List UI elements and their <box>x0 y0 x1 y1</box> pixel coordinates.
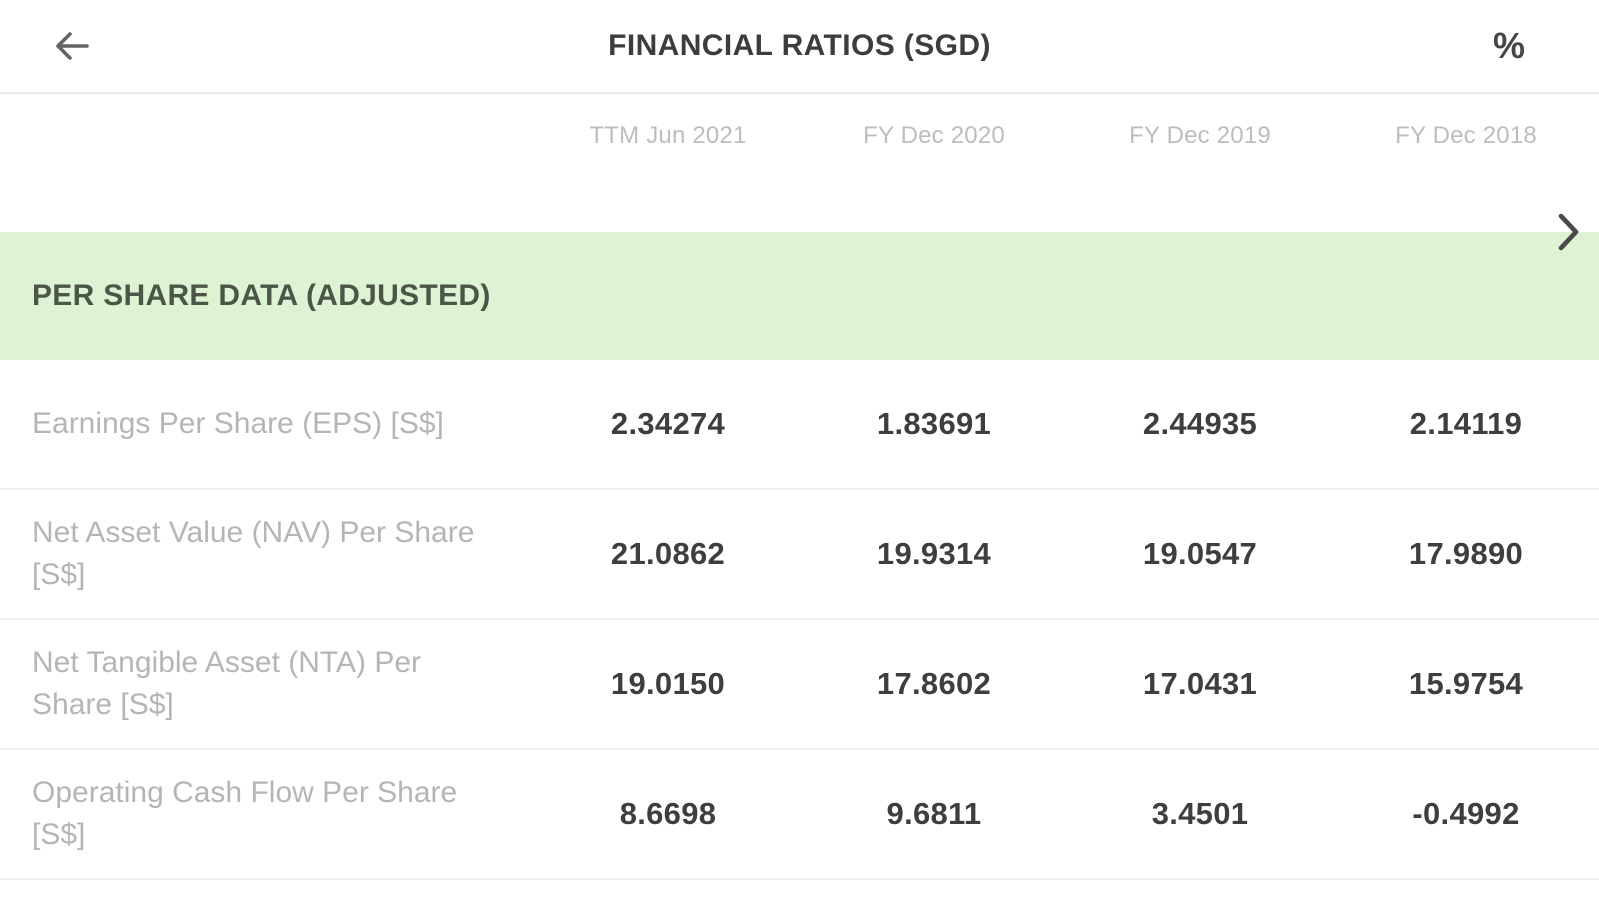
next-periods-button[interactable] <box>1551 210 1587 258</box>
cell-value: 2.44935 <box>1142 406 1258 441</box>
period-header-fy-dec-2019: FY Dec 2019 <box>1129 122 1271 149</box>
table-row-nav-per-share: Net Asset Value (NAV) Per Share [S$] 21.… <box>0 490 1599 620</box>
back-arrow-icon <box>53 30 91 67</box>
table-row-eps: Earnings Per Share (EPS) [S$] 2.34274 1.… <box>0 360 1599 490</box>
section-title: PER SHARE DATA (ADJUSTED) <box>32 279 491 312</box>
percent-toggle-button[interactable]: % <box>1485 22 1533 70</box>
cell-value: 1.83691 <box>876 406 992 441</box>
row-label: Net Tangible Asset (NTA) Per Share [S$] <box>32 646 422 721</box>
cell-value: 15.9754 <box>1408 666 1524 701</box>
cell-value: 8.6698 <box>619 796 717 831</box>
period-header-fy-dec-2018: FY Dec 2018 <box>1395 122 1537 149</box>
cell-value: 17.8602 <box>876 666 992 701</box>
table-row-nta-per-share: Net Tangible Asset (NTA) Per Share [S$] … <box>0 620 1599 750</box>
page-title: FINANCIAL RATIOS (SGD) <box>608 29 991 62</box>
cell-value: 17.9890 <box>1408 536 1524 571</box>
period-header-fy-dec-2020: FY Dec 2020 <box>863 122 1005 149</box>
cell-value: 9.6811 <box>886 796 982 831</box>
section-header-per-share-data: PER SHARE DATA (ADJUSTED) <box>0 232 1599 360</box>
cell-value: 2.14119 <box>1409 406 1523 441</box>
top-bar: FINANCIAL RATIOS (SGD) % <box>0 0 1599 94</box>
cell-value: 19.9314 <box>876 536 992 571</box>
period-header-row[interactable]: TTM Jun 2021 FY Dec 2020 FY Dec 2019 FY … <box>0 94 1599 250</box>
row-label: Earnings Per Share (EPS) [S$] <box>32 407 444 440</box>
cell-value: 19.0547 <box>1142 536 1258 571</box>
row-label: Net Asset Value (NAV) Per Share [S$] <box>32 516 475 591</box>
table-row-operating-cash-flow-per-share: Operating Cash Flow Per Share [S$] 8.669… <box>0 750 1599 880</box>
back-button[interactable] <box>48 24 96 72</box>
period-header-ttm-jun-2021: TTM Jun 2021 <box>589 122 747 149</box>
cell-value: 17.0431 <box>1142 666 1258 701</box>
percent-icon: % <box>1492 25 1525 66</box>
cell-value: 19.0150 <box>610 666 726 701</box>
cell-value: 21.0862 <box>610 536 726 571</box>
cell-value: 2.34274 <box>610 406 726 441</box>
cell-value: 3.4501 <box>1151 796 1249 831</box>
row-label: Operating Cash Flow Per Share [S$] <box>32 776 458 851</box>
chevron-right-icon <box>1557 211 1581 258</box>
cell-value: -0.4992 <box>1412 796 1520 831</box>
